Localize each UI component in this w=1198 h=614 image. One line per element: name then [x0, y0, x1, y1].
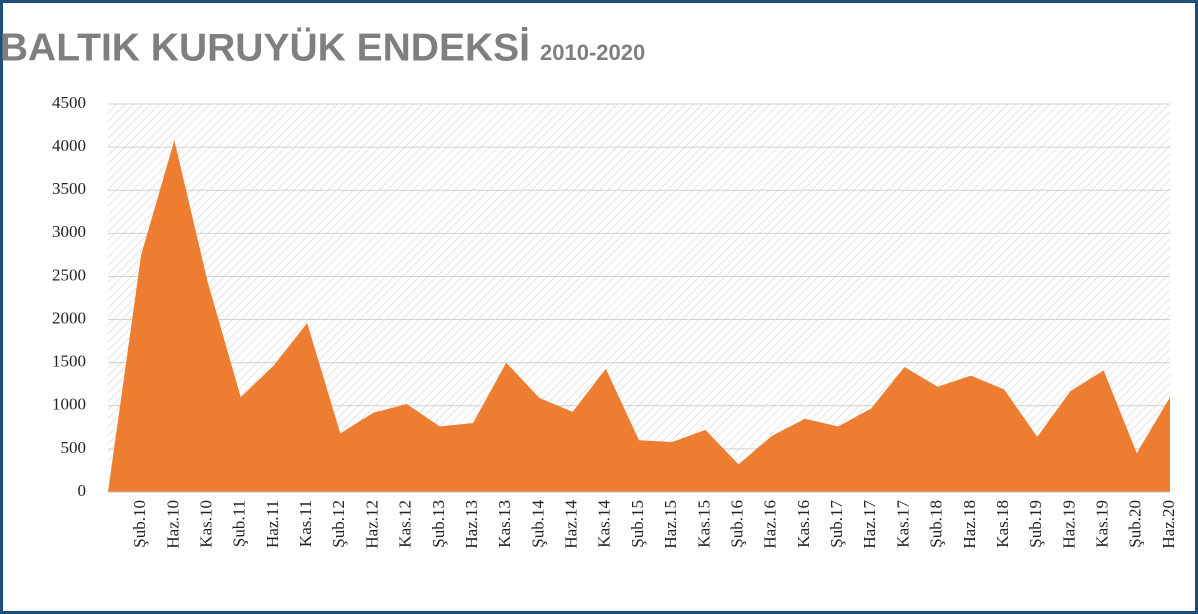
y-tick-label: 4000 [52, 136, 86, 155]
chart-subtitle: 2010-2020 [540, 40, 645, 65]
y-tick-label: 2500 [52, 265, 86, 284]
y-tick-label: 1000 [52, 395, 86, 414]
x-tick-label: Haz.10 [163, 500, 182, 549]
x-tick-label: Şub.19 [1026, 500, 1045, 548]
y-tick-label: 0 [78, 481, 87, 500]
x-tick-label: Kas.16 [794, 500, 813, 548]
x-tick-label: Şub.20 [1126, 500, 1145, 548]
y-tick-label: 2000 [52, 308, 86, 327]
x-tick-label: Kas.18 [993, 500, 1012, 548]
x-tick-label: Haz.16 [761, 500, 780, 549]
x-tick-label: Haz.12 [362, 500, 381, 549]
x-tick-label: Haz.11 [263, 500, 282, 548]
x-tick-label: Haz.17 [860, 500, 879, 549]
x-tick-label: Kas.10 [196, 500, 215, 548]
x-tick-label: Şub.18 [927, 500, 946, 548]
y-tick-label: 1500 [52, 352, 86, 371]
x-tick-label: Kas.14 [595, 500, 614, 548]
x-tick-label: Haz.20 [1159, 500, 1178, 549]
x-tick-label: Haz.15 [661, 500, 680, 549]
y-tick-label: 3000 [52, 222, 86, 241]
y-tick-label: 3500 [52, 179, 86, 198]
x-tick-label: Kas.12 [396, 500, 415, 548]
x-tick-label: Şub.12 [329, 500, 348, 548]
x-tick-label: Kas.17 [893, 500, 912, 548]
x-tick-label: Kas.13 [495, 500, 514, 548]
x-tick-label: Şub.17 [827, 500, 846, 548]
x-tick-label: Şub.16 [727, 500, 746, 548]
x-tick-label: Şub.10 [130, 500, 149, 548]
chart-title: BALTIK KURUYÜK ENDEKSİ [0, 26, 530, 69]
x-tick-label: Kas.11 [296, 500, 315, 547]
x-tick-label: Haz.14 [562, 500, 581, 549]
area [108, 140, 1170, 493]
x-tick-label: Şub.11 [230, 500, 249, 547]
x-tick-label: Şub.14 [528, 500, 547, 548]
x-tick-label: Haz.13 [462, 500, 481, 549]
x-tick-label: Şub.15 [628, 500, 647, 548]
x-tick-label: Şub.13 [429, 500, 448, 548]
y-tick-label: 4500 [52, 93, 86, 112]
y-tick-label: 500 [61, 438, 87, 457]
x-tick-label: Kas.19 [1093, 500, 1112, 548]
x-tick-label: Kas.15 [694, 500, 713, 548]
x-tick-label: Haz.18 [960, 500, 979, 549]
x-tick-label: Haz.19 [1059, 500, 1078, 549]
